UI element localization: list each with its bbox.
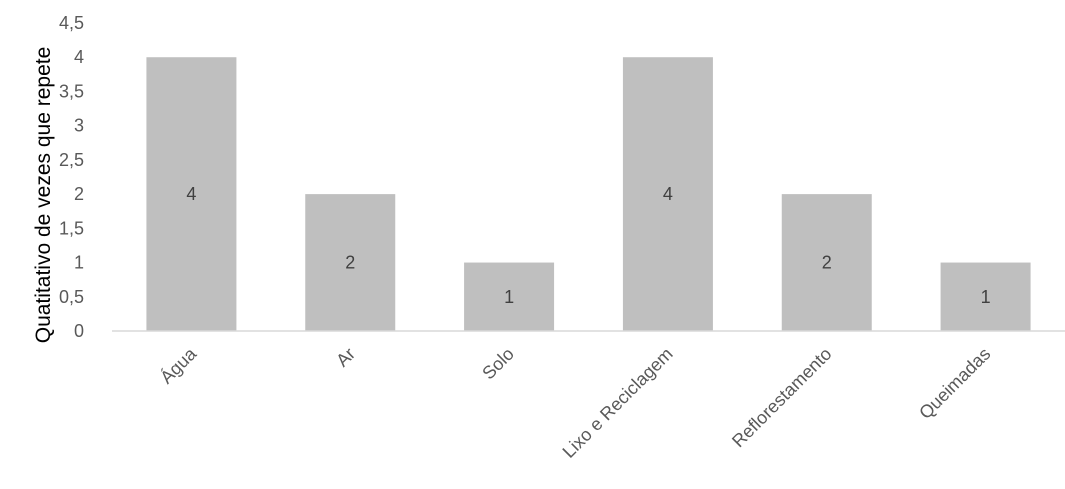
y-tick-label: 3,5 — [59, 81, 84, 101]
category-label: Queimadas — [915, 344, 994, 423]
y-tick-label: 1,5 — [59, 218, 84, 238]
bar-data-label: 1 — [504, 287, 514, 307]
bar-data-label: 4 — [663, 184, 673, 204]
y-axis-title: Quatitativo de vezes que repete — [32, 47, 55, 344]
bar — [305, 194, 396, 331]
category-label: Reflorestamento — [728, 344, 836, 452]
bar — [464, 262, 555, 331]
category-label: Lixo e Reciclagem — [559, 344, 677, 462]
y-tick-label: 3 — [74, 116, 84, 136]
bar — [781, 194, 872, 331]
y-tick-label: 1 — [74, 253, 84, 273]
category-label: Água — [156, 343, 201, 388]
category-label: Solo — [478, 344, 518, 384]
bar — [622, 57, 713, 331]
y-tick-label: 2,5 — [59, 150, 84, 170]
bars: 4 2 1 4 2 1 — [146, 57, 1031, 331]
bar — [146, 57, 237, 331]
bar-data-label: 1 — [981, 287, 991, 307]
category-label: Ar — [332, 344, 359, 371]
y-tick-label: 4 — [74, 47, 84, 67]
y-tick-label: 4,5 — [59, 13, 84, 33]
bar-data-label: 4 — [186, 184, 196, 204]
category-labels: Água Ar Solo Lixo e Reciclagem Reflorestamen… — [156, 343, 994, 462]
y-tick-label: 0 — [74, 321, 84, 341]
bar-data-label: 2 — [345, 253, 355, 273]
bar-data-label: 2 — [822, 253, 832, 273]
y-tick-label: 0,5 — [59, 287, 84, 307]
bar — [940, 262, 1031, 331]
y-tick-label: 2 — [74, 184, 84, 204]
y-axis-ticks: 0 0,5 1 1,5 2 2,5 3 3,5 4 4,5 — [59, 13, 84, 341]
